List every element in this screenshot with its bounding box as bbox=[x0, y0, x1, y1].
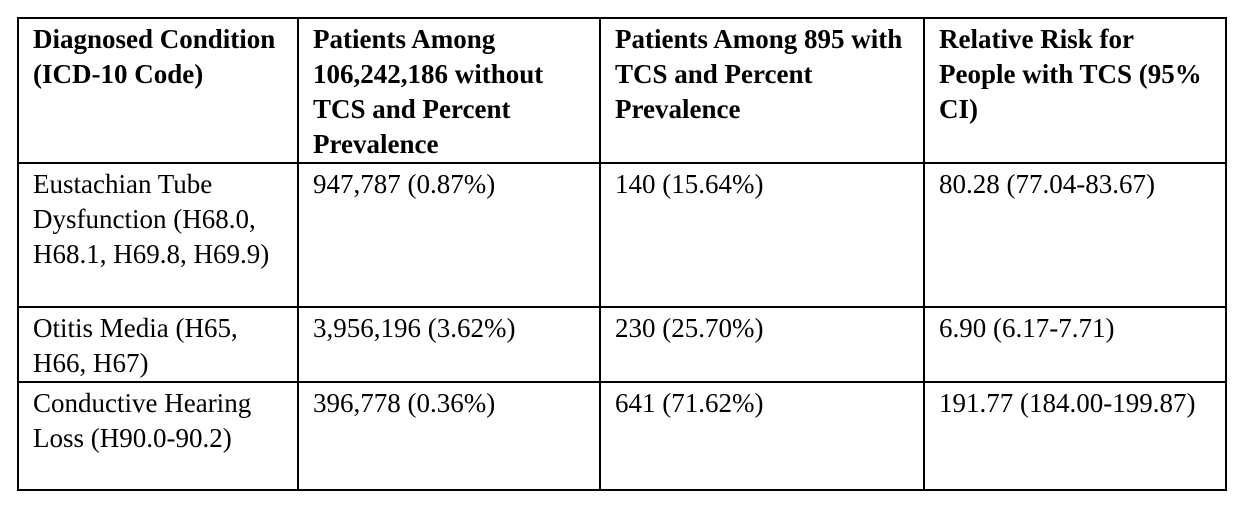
with-tcs-cell: 641 (71.62%) bbox=[599, 381, 925, 491]
table-row: Otitis Media (H65, H66, H67) 3,956,196 (… bbox=[17, 306, 1227, 383]
header-relative-risk: Relative Risk for People with TCS (95% C… bbox=[923, 17, 1227, 164]
condition-cell: Conductive Hearing Loss (H90.0-90.2) bbox=[17, 381, 299, 491]
with-tcs-cell: 230 (25.70%) bbox=[599, 306, 925, 383]
table-row: Conductive Hearing Loss (H90.0-90.2) 396… bbox=[17, 381, 1227, 491]
without-tcs-cell: 947,787 (0.87%) bbox=[297, 162, 601, 308]
header-condition: Diagnosed Condition (ICD-10 Code) bbox=[17, 17, 299, 164]
header-without-tcs: Patients Among 106,242,186 without TCS a… bbox=[297, 17, 601, 164]
without-tcs-cell: 3,956,196 (3.62%) bbox=[297, 306, 601, 383]
without-tcs-cell: 396,778 (0.36%) bbox=[297, 381, 601, 491]
relative-risk-cell: 6.90 (6.17-7.71) bbox=[923, 306, 1227, 383]
table-row: Eustachian Tube Dysfunction (H68.0, H68.… bbox=[17, 162, 1227, 308]
condition-cell: Eustachian Tube Dysfunction (H68.0, H68.… bbox=[17, 162, 299, 308]
condition-cell: Otitis Media (H65, H66, H67) bbox=[17, 306, 299, 383]
relative-risk-cell: 191.77 (184.00-199.87) bbox=[923, 381, 1227, 491]
header-with-tcs: Patients Among 895 with TCS and Percent … bbox=[599, 17, 925, 164]
with-tcs-cell: 140 (15.64%) bbox=[599, 162, 925, 308]
relative-risk-cell: 80.28 (77.04-83.67) bbox=[923, 162, 1227, 308]
prevalence-table: Diagnosed Condition (ICD-10 Code) Patien… bbox=[17, 17, 1227, 491]
table-header-row: Diagnosed Condition (ICD-10 Code) Patien… bbox=[17, 17, 1227, 164]
